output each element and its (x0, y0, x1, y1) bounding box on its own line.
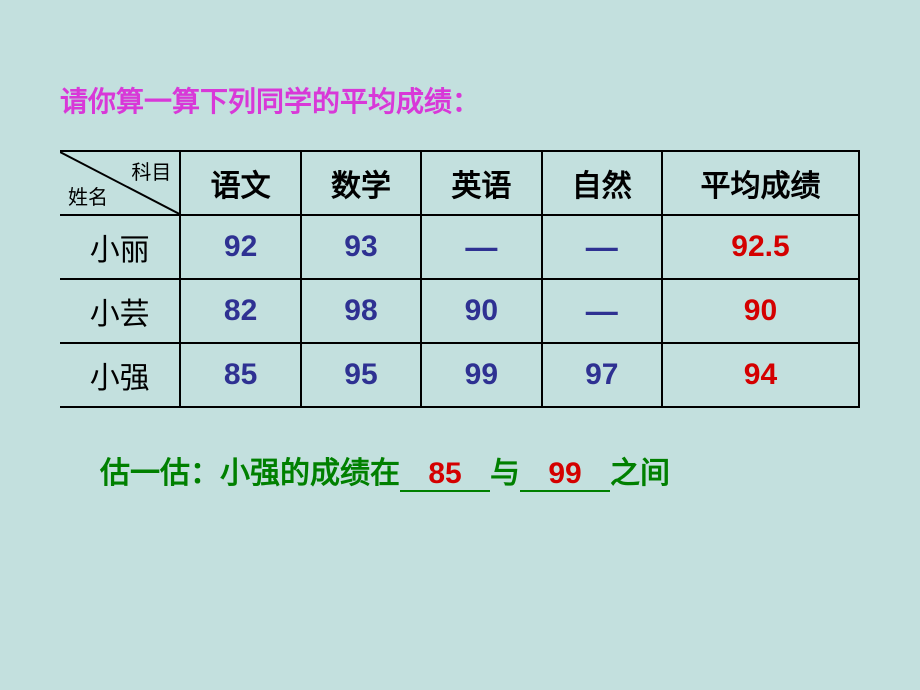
score-cell: 85 (180, 343, 300, 407)
table-header-row: 科目 姓名 语文 数学 英语 自然 平均成绩 (60, 151, 859, 215)
corner-name-label: 姓名 (68, 181, 108, 210)
page-title: 请你算一算下列同学的平均成绩： (60, 80, 860, 120)
score-cell: 90 (421, 279, 541, 343)
scores-table: 科目 姓名 语文 数学 英语 自然 平均成绩 小丽 92 93 — — 92.5… (60, 150, 860, 408)
table-row: 小强 85 95 99 97 94 (60, 343, 859, 407)
avg-cell: 90 (662, 279, 859, 343)
score-cell: 99 (421, 343, 541, 407)
estimate-mid: 与 (490, 457, 520, 490)
estimate-value-2: 99 (548, 457, 581, 490)
score-cell: 98 (301, 279, 421, 343)
row-name: 小丽 (60, 215, 180, 279)
score-cell: — (542, 279, 662, 343)
estimate-value-1: 85 (428, 457, 461, 490)
col-header: 数学 (301, 151, 421, 215)
estimate-prefix: 估一估：小强的成绩在 (100, 457, 400, 490)
col-header-avg: 平均成绩 (662, 151, 859, 215)
col-header: 语文 (180, 151, 300, 215)
corner-cell: 科目 姓名 (60, 151, 180, 215)
col-header: 英语 (421, 151, 541, 215)
table-row: 小丽 92 93 — — 92.5 (60, 215, 859, 279)
corner-subject-label: 科目 (131, 156, 171, 185)
score-cell: 92 (180, 215, 300, 279)
table-row: 小芸 82 98 90 — 90 (60, 279, 859, 343)
avg-cell: 92.5 (662, 215, 859, 279)
col-header: 自然 (542, 151, 662, 215)
row-name: 小芸 (60, 279, 180, 343)
score-cell: 82 (180, 279, 300, 343)
score-cell: 93 (301, 215, 421, 279)
score-cell: 97 (542, 343, 662, 407)
score-cell: 95 (301, 343, 421, 407)
score-cell: — (542, 215, 662, 279)
score-cell: — (421, 215, 541, 279)
estimate-line: 估一估：小强的成绩在 85 与 99 之间 (100, 448, 860, 492)
avg-cell: 94 (662, 343, 859, 407)
row-name: 小强 (60, 343, 180, 407)
estimate-suffix: 之间 (610, 457, 670, 490)
